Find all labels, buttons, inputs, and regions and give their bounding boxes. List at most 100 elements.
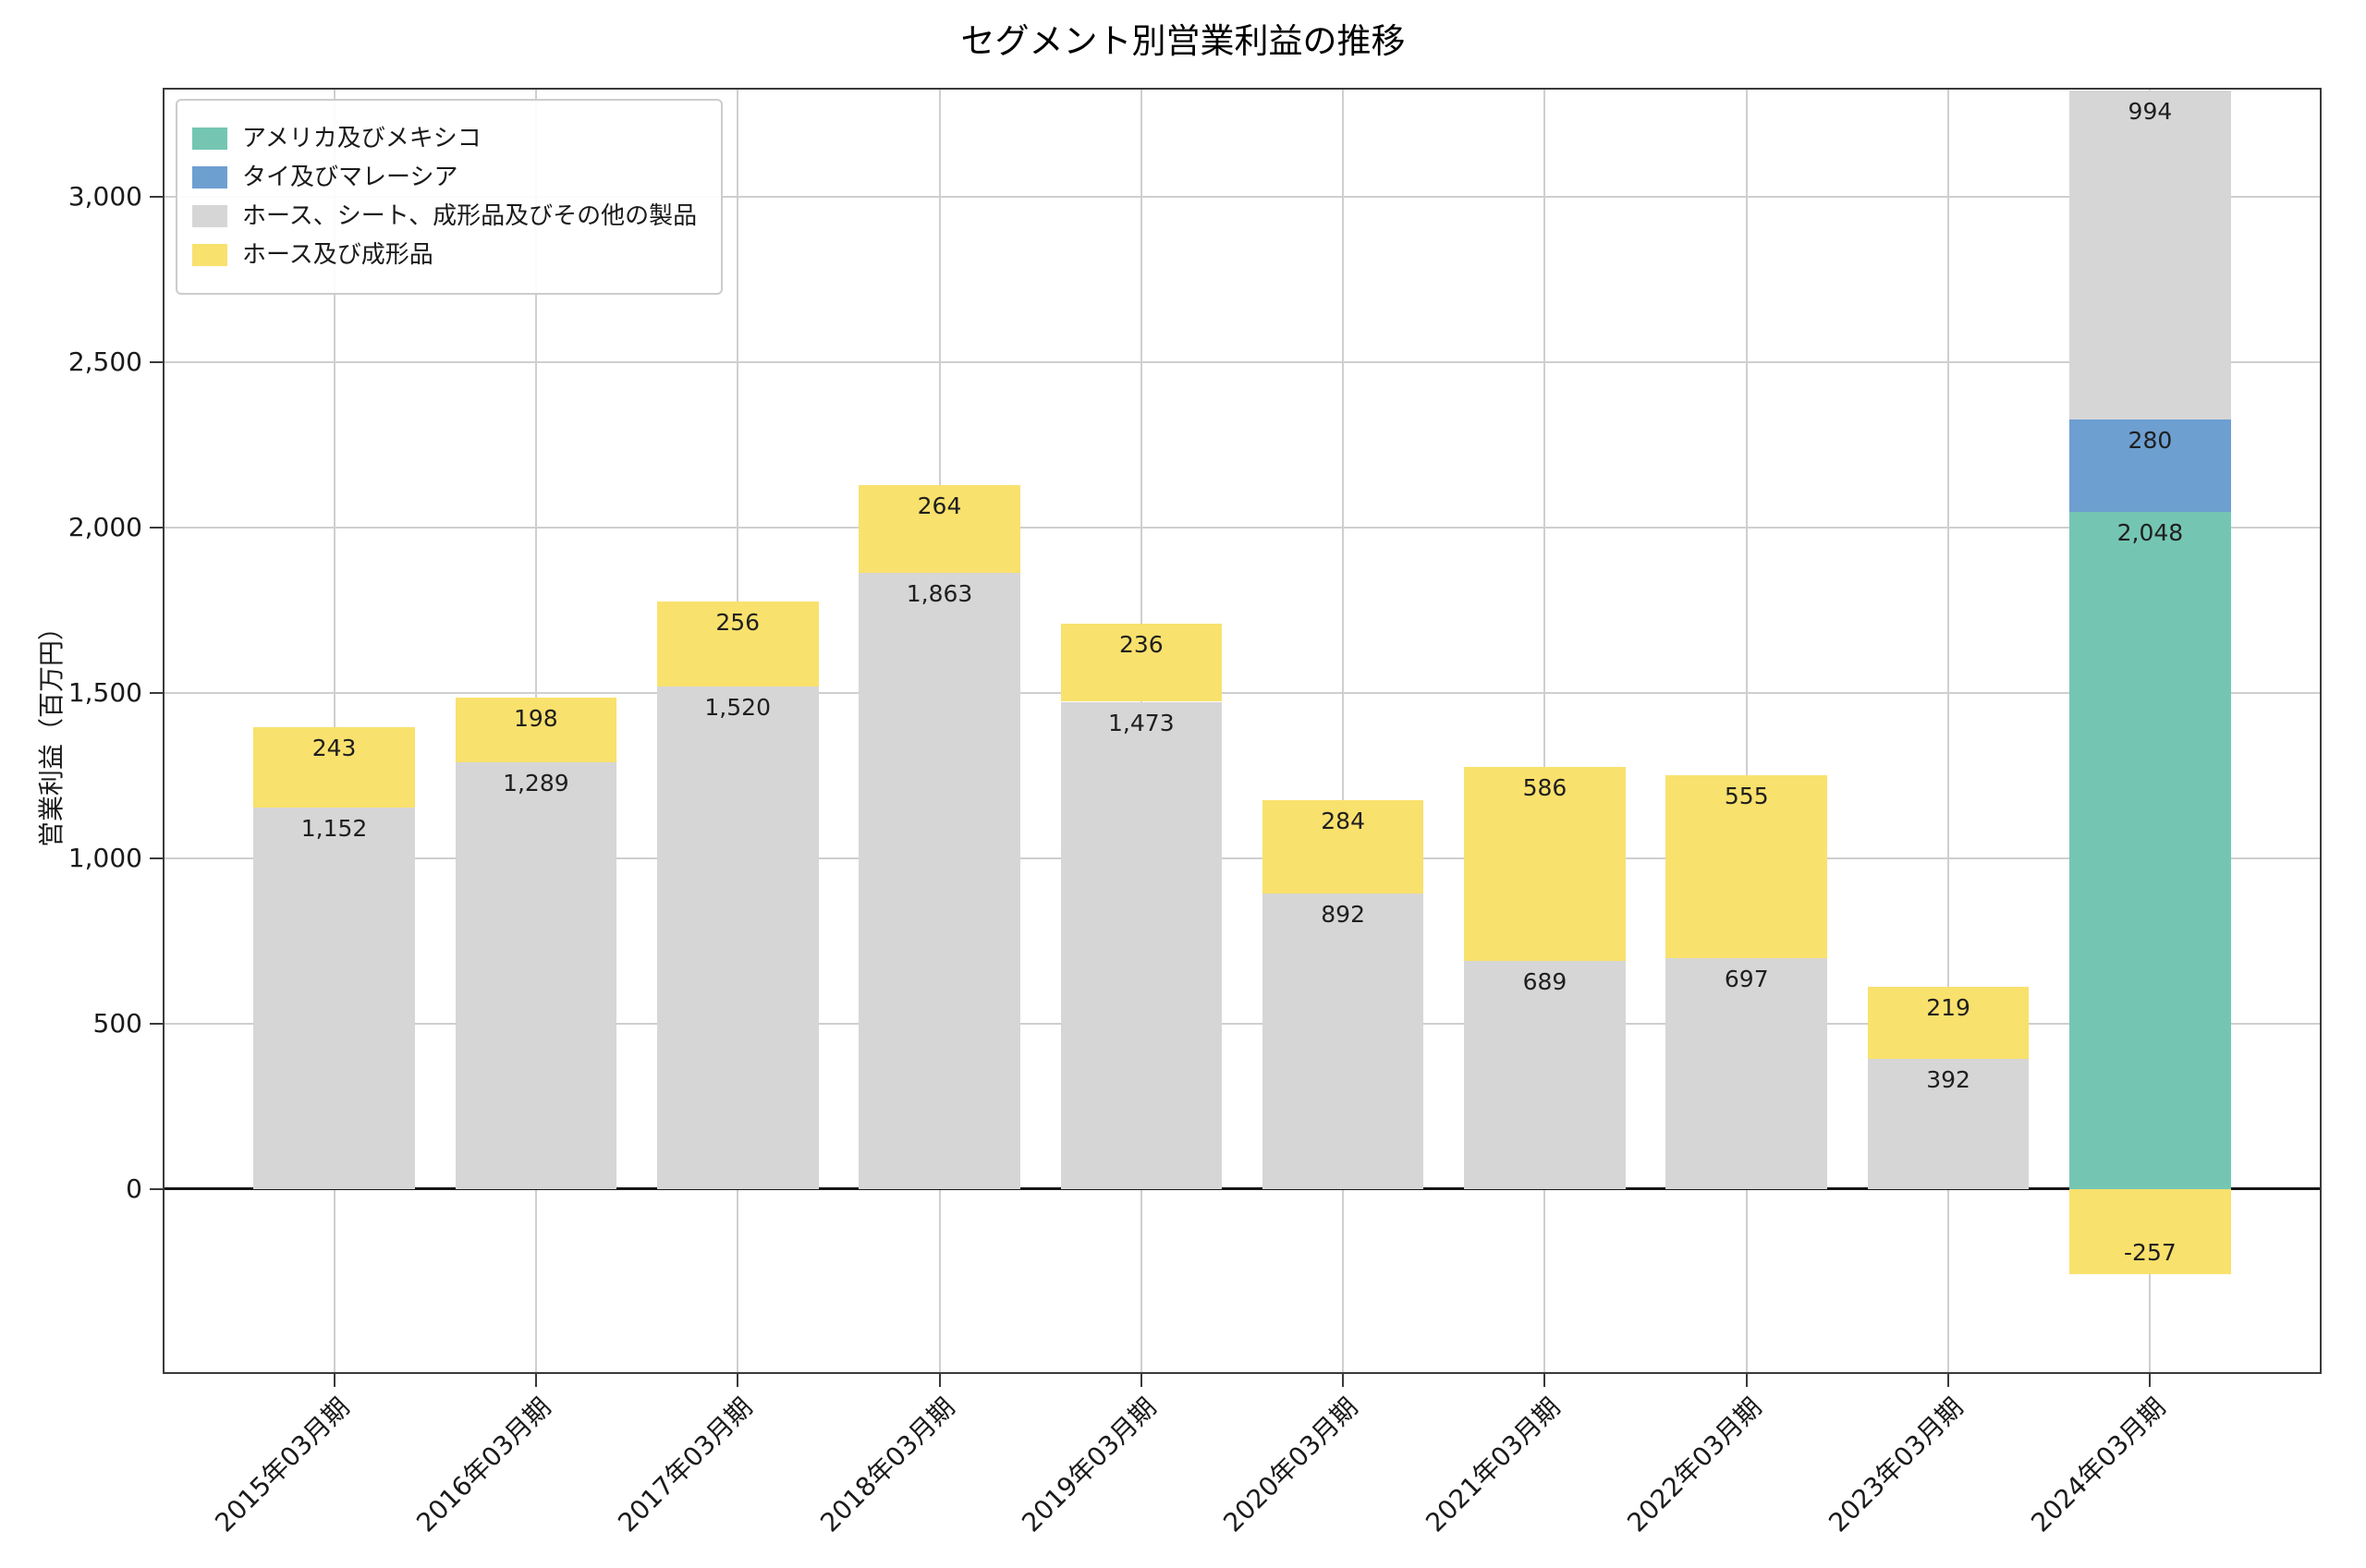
x-gridline [1745,88,1748,1374]
y-gridline [163,1022,2322,1025]
bar-segment [2069,419,2231,512]
bar-value-label: 198 [514,704,558,732]
bar-value-label: 586 [1522,774,1567,802]
zero-axis-line [163,1187,2322,1191]
bar-value-label: 392 [1926,1066,1970,1094]
y-tick-label: 2,000 [67,511,142,542]
x-tick-label-text: 2023年03月期 [1823,1392,1970,1538]
x-tick [737,1374,739,1387]
bar-segment [1867,986,2030,1060]
x-tick [1140,1374,1142,1387]
x-tick-label-text: 2019年03月期 [1016,1392,1163,1538]
bar-segment [253,727,415,808]
bar-value-label: 280 [2128,426,2173,454]
legend-swatch-hose-sheet-molded-other [192,205,227,227]
bar-value-label: 689 [1522,968,1567,996]
legend-item-hose-molded: ホース及び成形品 [192,239,697,271]
x-tick [1745,1374,1748,1387]
y-tick [150,1022,163,1025]
y-gridline [163,196,2322,199]
y-tick [150,361,163,363]
bar-value-label: 243 [311,735,357,762]
y-gridline [163,361,2322,363]
legend: アメリカ及びメキシコ タイ及びマレーシア ホース、シート、成形品及びその他の製品… [176,99,724,295]
x-tick-label-text: 2016年03月期 [410,1392,557,1538]
legend-item-thailand-malaysia: タイ及びマレーシア [192,162,697,193]
x-tick [534,1374,537,1387]
y-tick [150,1187,163,1190]
y-tick [150,691,163,694]
y-tick [150,196,163,199]
bar-value-label: 555 [1724,782,1769,809]
bar-segment [1464,961,1626,1189]
bar-value-label: -257 [2124,1238,2177,1266]
y-gridline [163,857,2322,859]
legend-item-america-mexico: アメリカ及びメキシコ [192,123,697,154]
bar-segment [2069,90,2231,419]
y-axis-label: 営業利益（百万円） [36,614,67,847]
bar-value-label: 264 [917,492,962,520]
y-tick-label: 500 [92,1007,142,1039]
chart-title: セグメント別営業利益の推移 [960,21,1406,61]
x-tick [1342,1374,1345,1387]
y-tick-label: 1,500 [67,676,142,708]
y-tick-label: 2,500 [67,346,142,377]
y-tick [150,857,163,859]
bar-segment [656,602,819,687]
bar-value-label: 1,863 [906,579,973,607]
x-tick-label-text: 2024年03月期 [2024,1392,2172,1538]
bar-value-label: 1,520 [704,693,771,721]
bar-value-label: 284 [1321,807,1365,834]
x-tick-label-text: 2018年03月期 [813,1392,961,1538]
bar-value-label: 697 [1724,966,1769,993]
bar-segment [455,762,617,1189]
bar-segment [2069,1188,2231,1274]
legend-label: アメリカ及びメキシコ [242,125,482,152]
legend-swatch-hose-molded [192,244,227,266]
bar-segment [1262,799,1424,894]
legend-swatch-thailand-malaysia [192,166,227,188]
bar-segment [2069,511,2231,1189]
x-tick-label-text: 2021年03月期 [1419,1392,1567,1538]
bar-segment [1060,701,1223,1189]
y-tick-label: 3,000 [67,181,142,213]
x-tick [1543,1374,1546,1387]
x-tick-label-text: 2015年03月期 [208,1392,356,1538]
bar-value-label: 1,289 [503,770,569,797]
bar-value-label: 2,048 [2116,518,2184,546]
bar-value-label: 1,152 [300,815,368,843]
legend-label: ホース、シート、成形品及びその他の製品 [242,202,698,230]
bar-segment [1665,958,1828,1189]
x-tick [333,1374,335,1387]
legend-label: タイ及びマレーシア [242,164,458,191]
y-tick-label: 0 [126,1173,142,1204]
y-gridline [163,691,2322,694]
bar-segment [1060,624,1223,702]
x-gridline [1543,88,1546,1374]
bar-value-label: 236 [1118,631,1164,659]
bar-value-label: 892 [1321,901,1365,929]
bar-value-label: 256 [715,609,761,637]
x-tick [1947,1374,1950,1387]
y-tick-label: 1,000 [67,842,142,873]
bar-segment [455,697,617,763]
legend-item-hose-sheet-molded-other: ホース、シート、成形品及びその他の製品 [192,201,697,232]
x-tick-label-text: 2020年03月期 [1217,1392,1364,1538]
bar-value-label: 1,473 [1108,709,1175,736]
bar-segment [1464,767,1626,962]
y-tick [150,526,163,529]
bar-segment [1262,893,1424,1189]
bar-segment [859,485,1020,573]
x-tick [2149,1374,2152,1387]
y-gridline [163,526,2322,529]
x-tick [938,1374,941,1387]
bar-segment [1867,1059,2030,1189]
bar-segment [656,686,819,1189]
plot-area: 1,152 243 1,289 198 1,520 256 1,863 264 1,473 236… [163,88,2322,1374]
x-tick-label-text: 2022年03月期 [1621,1392,1768,1538]
bar-segment [253,808,415,1189]
legend-label: ホース及び成形品 [242,241,433,269]
bar-segment [859,572,1020,1189]
legend-swatch-america-mexico [192,128,227,150]
